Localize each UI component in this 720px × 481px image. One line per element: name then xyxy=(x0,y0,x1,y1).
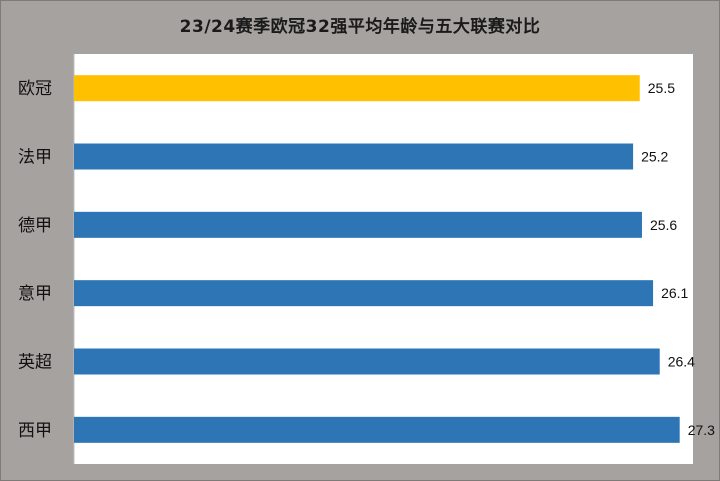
category-label: 西甲 xyxy=(18,421,52,441)
category-label: 意甲 xyxy=(18,284,52,304)
category-label: 德甲 xyxy=(18,216,52,236)
plot-area xyxy=(74,54,693,464)
chart-title: 23/24赛季欧冠32强平均年龄与五大联赛对比 xyxy=(179,17,541,37)
value-label: 25.2 xyxy=(641,149,668,165)
bar-5 xyxy=(74,416,680,443)
bar-2 xyxy=(74,211,642,238)
category-label: 欧冠 xyxy=(18,79,52,99)
bar-1 xyxy=(74,143,634,170)
value-label: 25.5 xyxy=(648,80,675,96)
bar-3 xyxy=(74,280,654,307)
value-label: 26.1 xyxy=(661,285,688,301)
bar-4 xyxy=(74,348,660,375)
category-label: 英超 xyxy=(18,353,52,373)
bar-0 xyxy=(74,75,640,102)
value-label: 26.4 xyxy=(668,354,695,370)
category-label: 法甲 xyxy=(18,148,52,168)
value-label: 25.6 xyxy=(650,217,677,233)
value-label: 27.3 xyxy=(688,422,715,438)
